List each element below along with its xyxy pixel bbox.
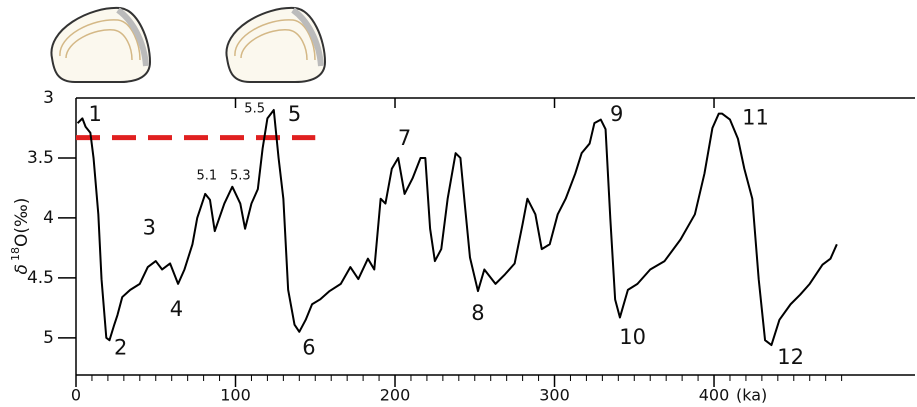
annotation: 11: [742, 105, 769, 129]
y-tick-label: 5: [43, 328, 54, 348]
x-tick-label: 200: [380, 386, 411, 405]
annotation: 5.3: [230, 168, 251, 183]
annotation: 7: [398, 126, 411, 150]
x-tick-label: 300: [539, 386, 570, 405]
shell-icon: [51, 8, 150, 82]
x-tick-label: 100: [220, 386, 251, 405]
annotation: 3: [143, 216, 156, 240]
annotation: 6: [302, 336, 315, 360]
shell-icon: [226, 8, 325, 82]
annotation: 5.5: [244, 101, 265, 116]
x-axis-title: (ka): [736, 386, 767, 405]
annotation: 9: [610, 102, 623, 126]
x-tick-label: 0: [71, 386, 81, 405]
y-tick-label: 4.5: [27, 268, 54, 288]
annotation: 1: [88, 102, 101, 126]
annotation: 5.1: [196, 168, 217, 183]
y-tick-label: 4: [43, 208, 54, 228]
annotation: 10: [619, 325, 646, 349]
chart: δ18O(‰) 33.544.550100200300400(ka)12345.…: [0, 0, 917, 407]
x-tick-label: 400: [699, 386, 730, 405]
y-axis-title: δ18O(‰): [9, 198, 32, 275]
annotation: 12: [777, 345, 804, 369]
annotation: 2: [114, 336, 127, 360]
annotation: 8: [471, 301, 484, 325]
annotation: 5: [288, 102, 301, 126]
data-line: [78, 110, 837, 345]
y-tick-label: 3.5: [27, 148, 54, 168]
y-tick-label: 3: [43, 88, 54, 108]
annotation: 4: [170, 297, 183, 321]
